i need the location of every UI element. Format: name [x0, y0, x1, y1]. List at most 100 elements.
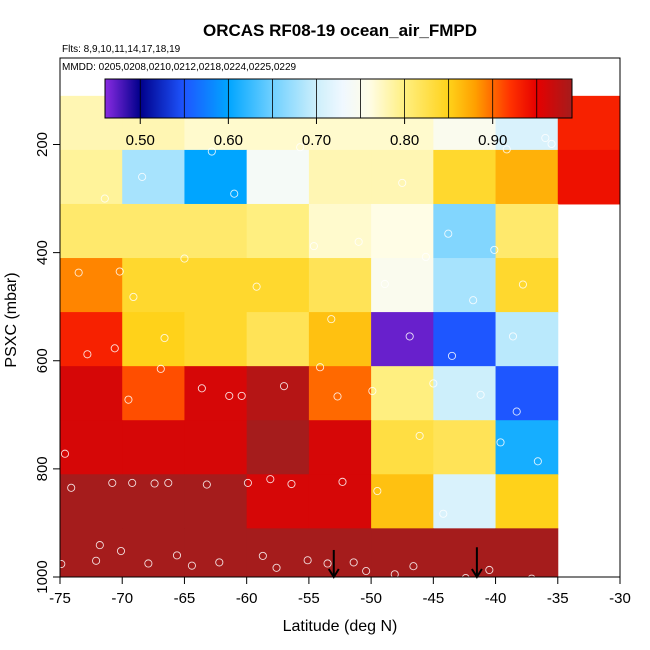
observation-point [144, 559, 153, 568]
x-tick-label: -30 [609, 590, 631, 607]
heatmap-cell-r3-c0 [60, 258, 123, 313]
observation-point [362, 567, 371, 576]
heatmap-cell-r1-c7 [495, 149, 559, 205]
observation-point [207, 147, 216, 156]
heatmap-cell-r3-c4 [308, 258, 372, 313]
heatmap-cell-r5-c7 [495, 366, 559, 421]
heatmap-cell-r2-c6 [433, 203, 497, 259]
heatmap-cell-r5-c0 [60, 366, 123, 421]
observation-point [279, 382, 289, 391]
observation-point [67, 483, 76, 492]
heatmap-cell-r2-c0 [60, 203, 123, 259]
heatmap-cell-r6-c7 [495, 420, 559, 475]
heatmap-cell-r5-c5 [371, 366, 434, 421]
observation-point [512, 407, 521, 416]
heatmap-cell-r2-c1 [122, 203, 185, 259]
observation-point [496, 438, 505, 447]
heatmap-cell-r6-c4 [308, 420, 372, 475]
x-axis-label: Latitude (deg N) [283, 618, 398, 635]
heatmap-cell-r6-c0 [60, 420, 123, 475]
heatmap-cell-r1-c3 [246, 149, 310, 205]
heatmap-cell-r2-c7 [495, 203, 559, 259]
observation-point [243, 478, 252, 487]
observation-point [115, 267, 124, 276]
flights-label: Flts: 8,9,10,11,14,17,18,19 [62, 44, 181, 55]
x-tick-label: -60 [236, 590, 258, 607]
colorbar: 0.50 0.60 0.70 0.80 0.90 [104, 78, 573, 149]
heatmap-cell-r8-c0 [60, 528, 123, 578]
observation-point [172, 551, 182, 560]
heatmap-cell-r4-c5 [371, 312, 434, 367]
observation-point [116, 547, 126, 556]
observation-point [429, 379, 438, 388]
observation-point [225, 391, 234, 400]
heatmap-cell-r6-c5 [371, 420, 434, 475]
observation-point [439, 509, 448, 518]
x-tick-label: -50 [360, 590, 382, 607]
observation-point [354, 237, 363, 246]
x-tick-label: -40 [485, 590, 507, 607]
heatmap-cell-r1-c4 [308, 149, 372, 205]
observation-point [390, 570, 399, 579]
x-tick-label: -45 [422, 590, 444, 607]
observation-point [160, 333, 169, 343]
x-tick-label: -55 [298, 590, 320, 607]
heatmap-cell-r6-c6 [433, 420, 497, 475]
y-tick-label: 200 [34, 132, 51, 157]
x-tick-label: -70 [111, 590, 133, 607]
observation-point [368, 386, 377, 396]
heatmap-cell-r8-c2 [184, 528, 248, 578]
heatmap-cell-r4-c3 [246, 312, 310, 367]
heatmap-cell-r5-c4 [308, 366, 372, 421]
observation-point [150, 479, 159, 488]
observation-point [333, 392, 342, 401]
observation-point [83, 350, 92, 359]
observation-point [461, 574, 470, 583]
colorbar-tick-label: 0.50 [126, 132, 155, 149]
observation-point [380, 279, 389, 289]
heatmap-cell-r4-c2 [184, 312, 248, 367]
observation-point [129, 292, 138, 302]
observation-point [409, 562, 418, 571]
observation-points [57, 133, 556, 583]
heatmap-cell-r5-c3 [246, 366, 310, 421]
colorbar-gradient [104, 78, 573, 119]
observation-point [237, 391, 246, 400]
observation-point [508, 332, 518, 341]
observation-point [476, 390, 485, 399]
heatmap-cell-r6-c3 [246, 420, 310, 475]
heatmap-cell-r4-c6 [433, 312, 497, 367]
heatmap-cell-r2-c5 [371, 203, 434, 259]
observation-point [444, 229, 453, 238]
heatmap-cell-r4-c4 [308, 312, 372, 367]
colorbar-tick-label: 0.60 [214, 132, 243, 149]
observation-point [180, 254, 189, 263]
heatmap-cell-r7-c3 [246, 474, 310, 529]
observation-point [124, 395, 133, 404]
observation-point [533, 457, 542, 466]
heatmap-cell-r6-c2 [184, 420, 248, 475]
observation-point [469, 296, 478, 305]
heatmap-cell-r4-c0 [60, 312, 123, 367]
heatmap-cell-r8-c3 [246, 528, 310, 578]
observation-point [405, 332, 414, 341]
observation-point [164, 478, 173, 487]
heatmap-cell-r7-c5 [371, 474, 434, 529]
heatmap-cell-r7-c7 [495, 474, 559, 529]
observation-point [323, 559, 332, 568]
heatmap-cell-r8-c1 [122, 528, 185, 578]
heatmap-cell-r1-c6 [433, 149, 497, 205]
heatmap-cell-r6-c1 [122, 420, 185, 475]
chart-title: ORCAS RF08-19 ocean_air_FMPD [203, 21, 477, 40]
y-tick-label: 800 [34, 456, 51, 481]
observation-point [95, 541, 104, 550]
observation-point [327, 315, 336, 324]
observation-point [272, 563, 281, 572]
heatmap-cell-r3-c1 [122, 258, 185, 313]
observation-point [338, 477, 347, 486]
observation-point [92, 556, 101, 565]
observation-point [447, 351, 457, 360]
heatmap-cell-r7-c1 [122, 474, 185, 529]
heatmap-cell-r1-c1 [122, 149, 185, 205]
